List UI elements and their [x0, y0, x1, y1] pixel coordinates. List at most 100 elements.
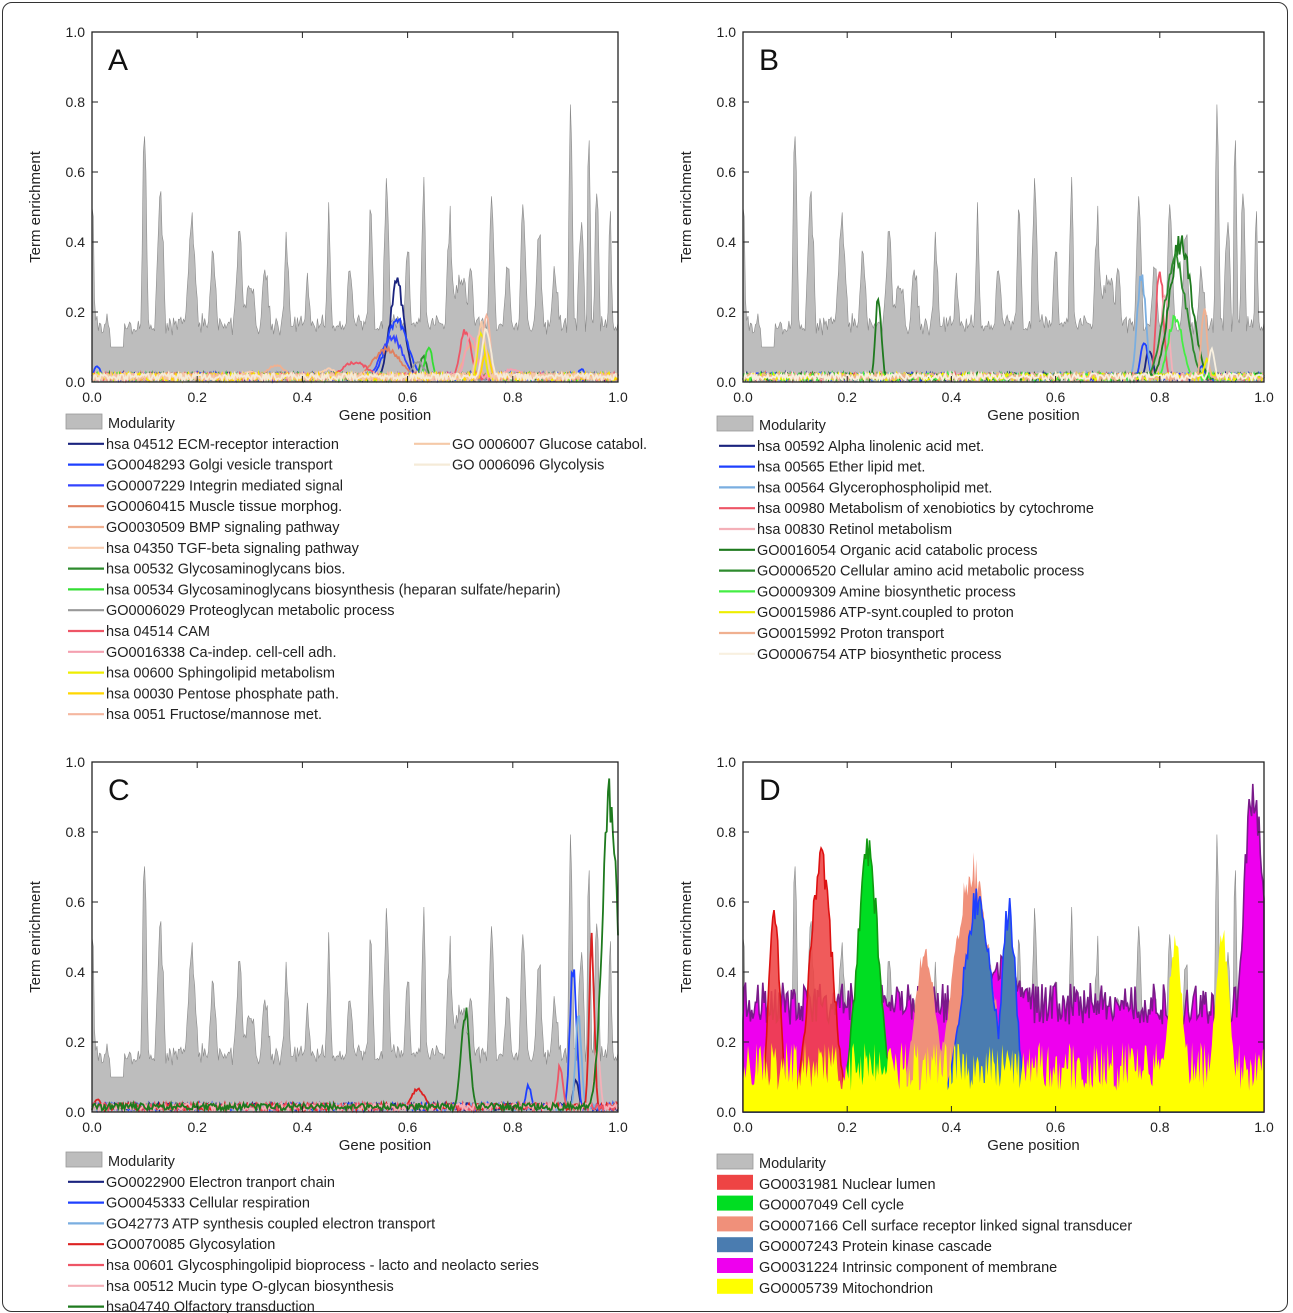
y-axis-label: Term enrichment [27, 150, 44, 263]
x-tick-label: 0.4 [293, 1119, 313, 1135]
x-tick-label: 0.0 [733, 389, 753, 405]
legend-label: GO0006754 ATP biosynthetic process [757, 647, 1002, 663]
y-tick-label: 0.0 [717, 374, 737, 390]
x-tick-label: 0.4 [942, 389, 962, 405]
x-axis-label: Gene position [987, 407, 1080, 424]
legend-label: GO0005739 Mitochondrion [759, 1281, 933, 1297]
x-axis-label: Gene position [339, 1137, 432, 1154]
x-tick-label: 0.8 [503, 1119, 523, 1135]
x-tick-label: 0.8 [1150, 1119, 1170, 1135]
legend-label: Modularity [108, 1154, 176, 1170]
legend-label: GO0030509 BMP signaling pathway [106, 520, 340, 536]
legend-label: GO0031981 Nuclear lumen [759, 1177, 936, 1193]
x-tick-label: 0.2 [837, 1119, 857, 1135]
legend-label: GO0007243 Protein kinase cascade [759, 1239, 992, 1255]
x-tick-label: 0.4 [942, 1119, 962, 1135]
legend-label: hsa 00830 Retinol metabolism [757, 522, 952, 538]
legend-label: hsa 04512 ECM-receptor interaction [106, 437, 339, 453]
chart-panel-d: 0.0 0.2 0.4 0.6 0.8 1.0 0.0 0.2 0.4 0.6 0.8 1.0 Gene… [678, 754, 1274, 1297]
x-tick-label: 0.4 [293, 389, 313, 405]
legend-label: hsa 00592 Alpha linolenic acid met. [757, 439, 984, 455]
x-tick-label: 0.2 [187, 1119, 207, 1135]
x-tick-label: 1.0 [1254, 389, 1274, 405]
line-series-7 [91, 778, 619, 1114]
x-tick-label: 1.0 [1254, 1119, 1274, 1135]
legend-label: Modularity [759, 1156, 827, 1172]
modularity-area [742, 104, 1265, 383]
y-tick-label: 0.4 [717, 234, 737, 250]
legend-label: hsa 00030 Pentose phosphate path. [106, 686, 339, 702]
plot-frame [742, 31, 1265, 383]
panel-letter: D [759, 774, 781, 807]
legend-label: GO0007166 Cell surface receptor linked s… [759, 1218, 1132, 1234]
area-series-6 [743, 929, 1264, 1112]
legend-label: hsa 00601 Glycosphingolipid bioprocess -… [106, 1258, 539, 1274]
plot-frame [742, 761, 1265, 1113]
legend-label: GO 0006096 Glycolysis [452, 458, 604, 474]
legend-label: GO0048293 Golgi vesicle transport [106, 458, 333, 474]
legend-label: hsa 04350 TGF-beta signaling pathway [106, 541, 360, 557]
legend: Modularity hsa 04512 ECM-receptor interac… [65, 413, 647, 723]
x-tick-label: 0.0 [82, 1119, 102, 1135]
modularity-area [91, 834, 619, 1113]
x-tick-label: 0.8 [503, 389, 523, 405]
y-axis-label: Term enrichment [678, 150, 695, 263]
legend-label: hsa 0051 Fructose/mannose met. [106, 707, 322, 723]
y-tick-label: 0.8 [717, 94, 737, 110]
x-tick-label: 0.0 [82, 389, 102, 405]
legend-label: Modularity [108, 416, 176, 432]
y-tick-label: 1.0 [66, 24, 86, 40]
y-tick-label: 0.8 [717, 824, 737, 840]
legend-swatch [65, 413, 103, 430]
chart-panel-c: 0.0 0.2 0.4 0.6 0.8 1.0 0.0 0.2 0.4 0.6 0.8 1.0 Gene… [27, 754, 628, 1313]
legend-label: GO 0006007 Glucose catabol. [452, 437, 647, 453]
legend-label: GO0070085 Glycosylation [106, 1237, 275, 1253]
legend-label: hsa 00980 Metabolism of xenobiotics by c… [757, 501, 1094, 517]
plot-frame [91, 31, 619, 383]
legend-label: hsa 00565 Ether lipid met. [757, 460, 925, 476]
legend-swatch [716, 415, 754, 432]
legend-swatch [65, 1151, 103, 1168]
x-tick-label: 1.0 [608, 389, 628, 405]
y-tick-label: 0.6 [717, 164, 737, 180]
x-tick-label: 0.6 [398, 1119, 418, 1135]
line-series-11 [742, 346, 1265, 384]
line-series-16 [91, 327, 619, 384]
legend-label: GO0031224 Intrinsic component of membran… [759, 1260, 1057, 1276]
legend-label: Modularity [759, 418, 827, 434]
y-tick-label: 0.2 [717, 1034, 737, 1050]
legend-label: hsa 00512 Mucin type O-glycan biosynthes… [106, 1279, 394, 1295]
y-tick-label: 0.8 [66, 824, 86, 840]
panel-letter: A [108, 44, 128, 77]
y-axis-label: Term enrichment [678, 880, 695, 993]
x-axis-label: Gene position [339, 407, 432, 424]
panel-letter: B [759, 44, 779, 77]
y-tick-label: 0.6 [66, 164, 86, 180]
y-tick-label: 1.0 [717, 754, 737, 770]
y-tick-label: 0.4 [66, 234, 86, 250]
legend-label: GO0007229 Integrin mediated signal [106, 478, 343, 494]
legend-label: hsa04740 Olfactory transduction [106, 1300, 315, 1313]
x-tick-label: 1.0 [608, 1119, 628, 1135]
y-tick-label: 1.0 [717, 24, 737, 40]
legend-swatch [717, 1195, 753, 1211]
legend-label: GO0015992 Proton transport [757, 626, 944, 642]
y-tick-label: 0.4 [66, 964, 86, 980]
legend-label: GO0006029 Proteoglycan metabolic process [106, 603, 395, 619]
legend-label: hsa 00564 Glycerophospholipid met. [757, 480, 992, 496]
legend-swatch [717, 1258, 753, 1273]
legend-label: GO0015986 ATP-synt.coupled to proton [757, 605, 1014, 621]
line-series-5 [91, 1062, 619, 1114]
legend-swatch [717, 1174, 753, 1190]
panel-letter: C [108, 774, 130, 807]
y-tick-label: 0.2 [717, 304, 737, 320]
y-tick-label: 0.6 [717, 894, 737, 910]
chart-panel-a: 0.0 0.2 0.4 0.6 0.8 1.0 0.0 0.2 0.4 0.6 0.8 1.0 Gene… [27, 24, 647, 723]
chart-panel-b: 0.0 0.2 0.4 0.6 0.8 1.0 0.0 0.2 0.4 0.6 0.8 1.0 Gene… [678, 24, 1274, 663]
y-tick-label: 0.6 [66, 894, 86, 910]
legend-label: GO0009309 Amine biosynthetic process [757, 584, 1016, 600]
legend-label: GO0006520 Cellular amino acid metabolic … [757, 564, 1084, 580]
x-tick-label: 0.6 [398, 389, 418, 405]
legend-label: GO0016338 Ca-indep. cell-cell adh. [106, 645, 337, 661]
legend-label: GO0016054 Organic acid catabolic process [757, 543, 1038, 559]
